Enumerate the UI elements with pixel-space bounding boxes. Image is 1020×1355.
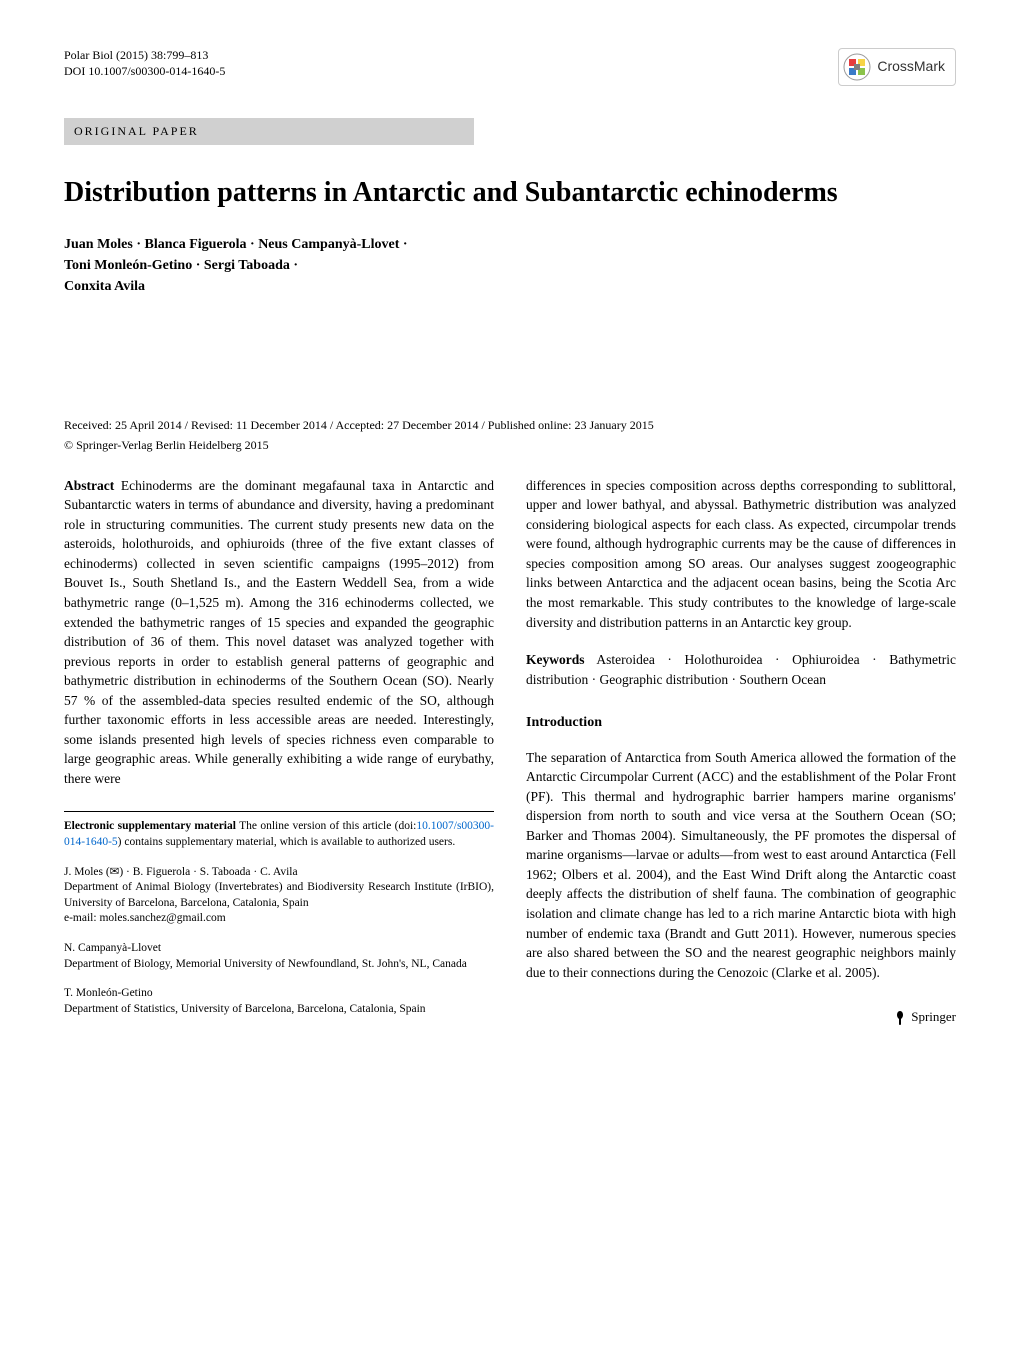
affiliation-2-text: Department of Biology, Memorial Universi…: [64, 957, 494, 973]
two-column-body: Abstract Echinoderms are the dominant me…: [64, 476, 956, 1028]
affiliation-2-author: N. Campanyà-Llovet: [64, 941, 494, 957]
affiliation-3: T. Monleón-Getino Department of Statisti…: [64, 986, 494, 1017]
supplementary-text-after: ) contains supplementary material, which…: [118, 836, 456, 848]
affiliation-1-text: Department of Animal Biology (Invertebra…: [64, 880, 494, 911]
publisher-footer: Springer: [526, 1008, 956, 1027]
abstract-left-text: Echinoderms are the dominant megafaunal …: [64, 478, 494, 786]
authors-line-3: Conxita Avila: [64, 276, 956, 297]
supplementary-label: Electronic supplementary material: [64, 820, 236, 832]
affiliation-1-authors: J. Moles (✉) · B. Figuerola · S. Taboada…: [64, 865, 494, 881]
abstract-label: Abstract: [64, 478, 114, 493]
introduction-heading: Introduction: [526, 713, 956, 733]
supplementary-text-before: The online version of this article (doi:: [239, 820, 416, 832]
supplementary-section: Electronic supplementary material The on…: [64, 811, 494, 851]
journal-line: Polar Biol (2015) 38:799–813: [64, 48, 225, 64]
keywords-paragraph: Keywords Asteroidea · Holothuroidea · Op…: [526, 650, 956, 689]
abstract-paragraph: Abstract Echinoderms are the dominant me…: [64, 476, 494, 789]
doi-line: DOI 10.1007/s00300-014-1640-5: [64, 64, 225, 80]
introduction-body: The separation of Antarctica from South …: [526, 748, 956, 983]
keywords-label: Keywords: [526, 652, 585, 667]
abstract-right-text: differences in species composition acros…: [526, 476, 956, 633]
crossmark-icon: [843, 53, 871, 81]
affiliation-3-author: T. Monleón-Getino: [64, 986, 494, 1002]
publisher-name: Springer: [911, 1009, 956, 1024]
left-column: Abstract Echinoderms are the dominant me…: [64, 476, 494, 1028]
crossmark-badge[interactable]: CrossMark: [838, 48, 956, 86]
copyright-line: © Springer-Verlag Berlin Heidelberg 2015: [64, 437, 956, 454]
affiliation-1: J. Moles (✉) · B. Figuerola · S. Taboada…: [64, 865, 494, 927]
affiliation-1-email: e-mail: moles.sanchez@gmail.com: [64, 911, 494, 927]
springer-icon: [892, 1010, 908, 1026]
article-title: Distribution patterns in Antarctic and S…: [64, 173, 956, 212]
authors-block: Juan Moles · Blanca Figuerola · Neus Cam…: [64, 234, 956, 297]
authors-line-1: Juan Moles · Blanca Figuerola · Neus Cam…: [64, 234, 956, 255]
affiliation-2: N. Campanyà-Llovet Department of Biology…: [64, 941, 494, 972]
authors-line-2: Toni Monleón-Getino · Sergi Taboada ·: [64, 255, 956, 276]
article-dates: Received: 25 April 2014 / Revised: 11 De…: [64, 417, 956, 434]
paper-type: ORIGINAL PAPER: [64, 118, 474, 145]
keywords-text: Asteroidea · Holothuroidea · Ophiuroidea…: [526, 652, 956, 687]
affiliation-3-text: Department of Statistics, University of …: [64, 1002, 494, 1018]
supplementary-paragraph: Electronic supplementary material The on…: [64, 818, 494, 851]
crossmark-label: CrossMark: [877, 57, 945, 77]
journal-info: Polar Biol (2015) 38:799–813 DOI 10.1007…: [64, 48, 225, 79]
right-column: differences in species composition acros…: [526, 476, 956, 1028]
page-header: Polar Biol (2015) 38:799–813 DOI 10.1007…: [64, 48, 956, 86]
